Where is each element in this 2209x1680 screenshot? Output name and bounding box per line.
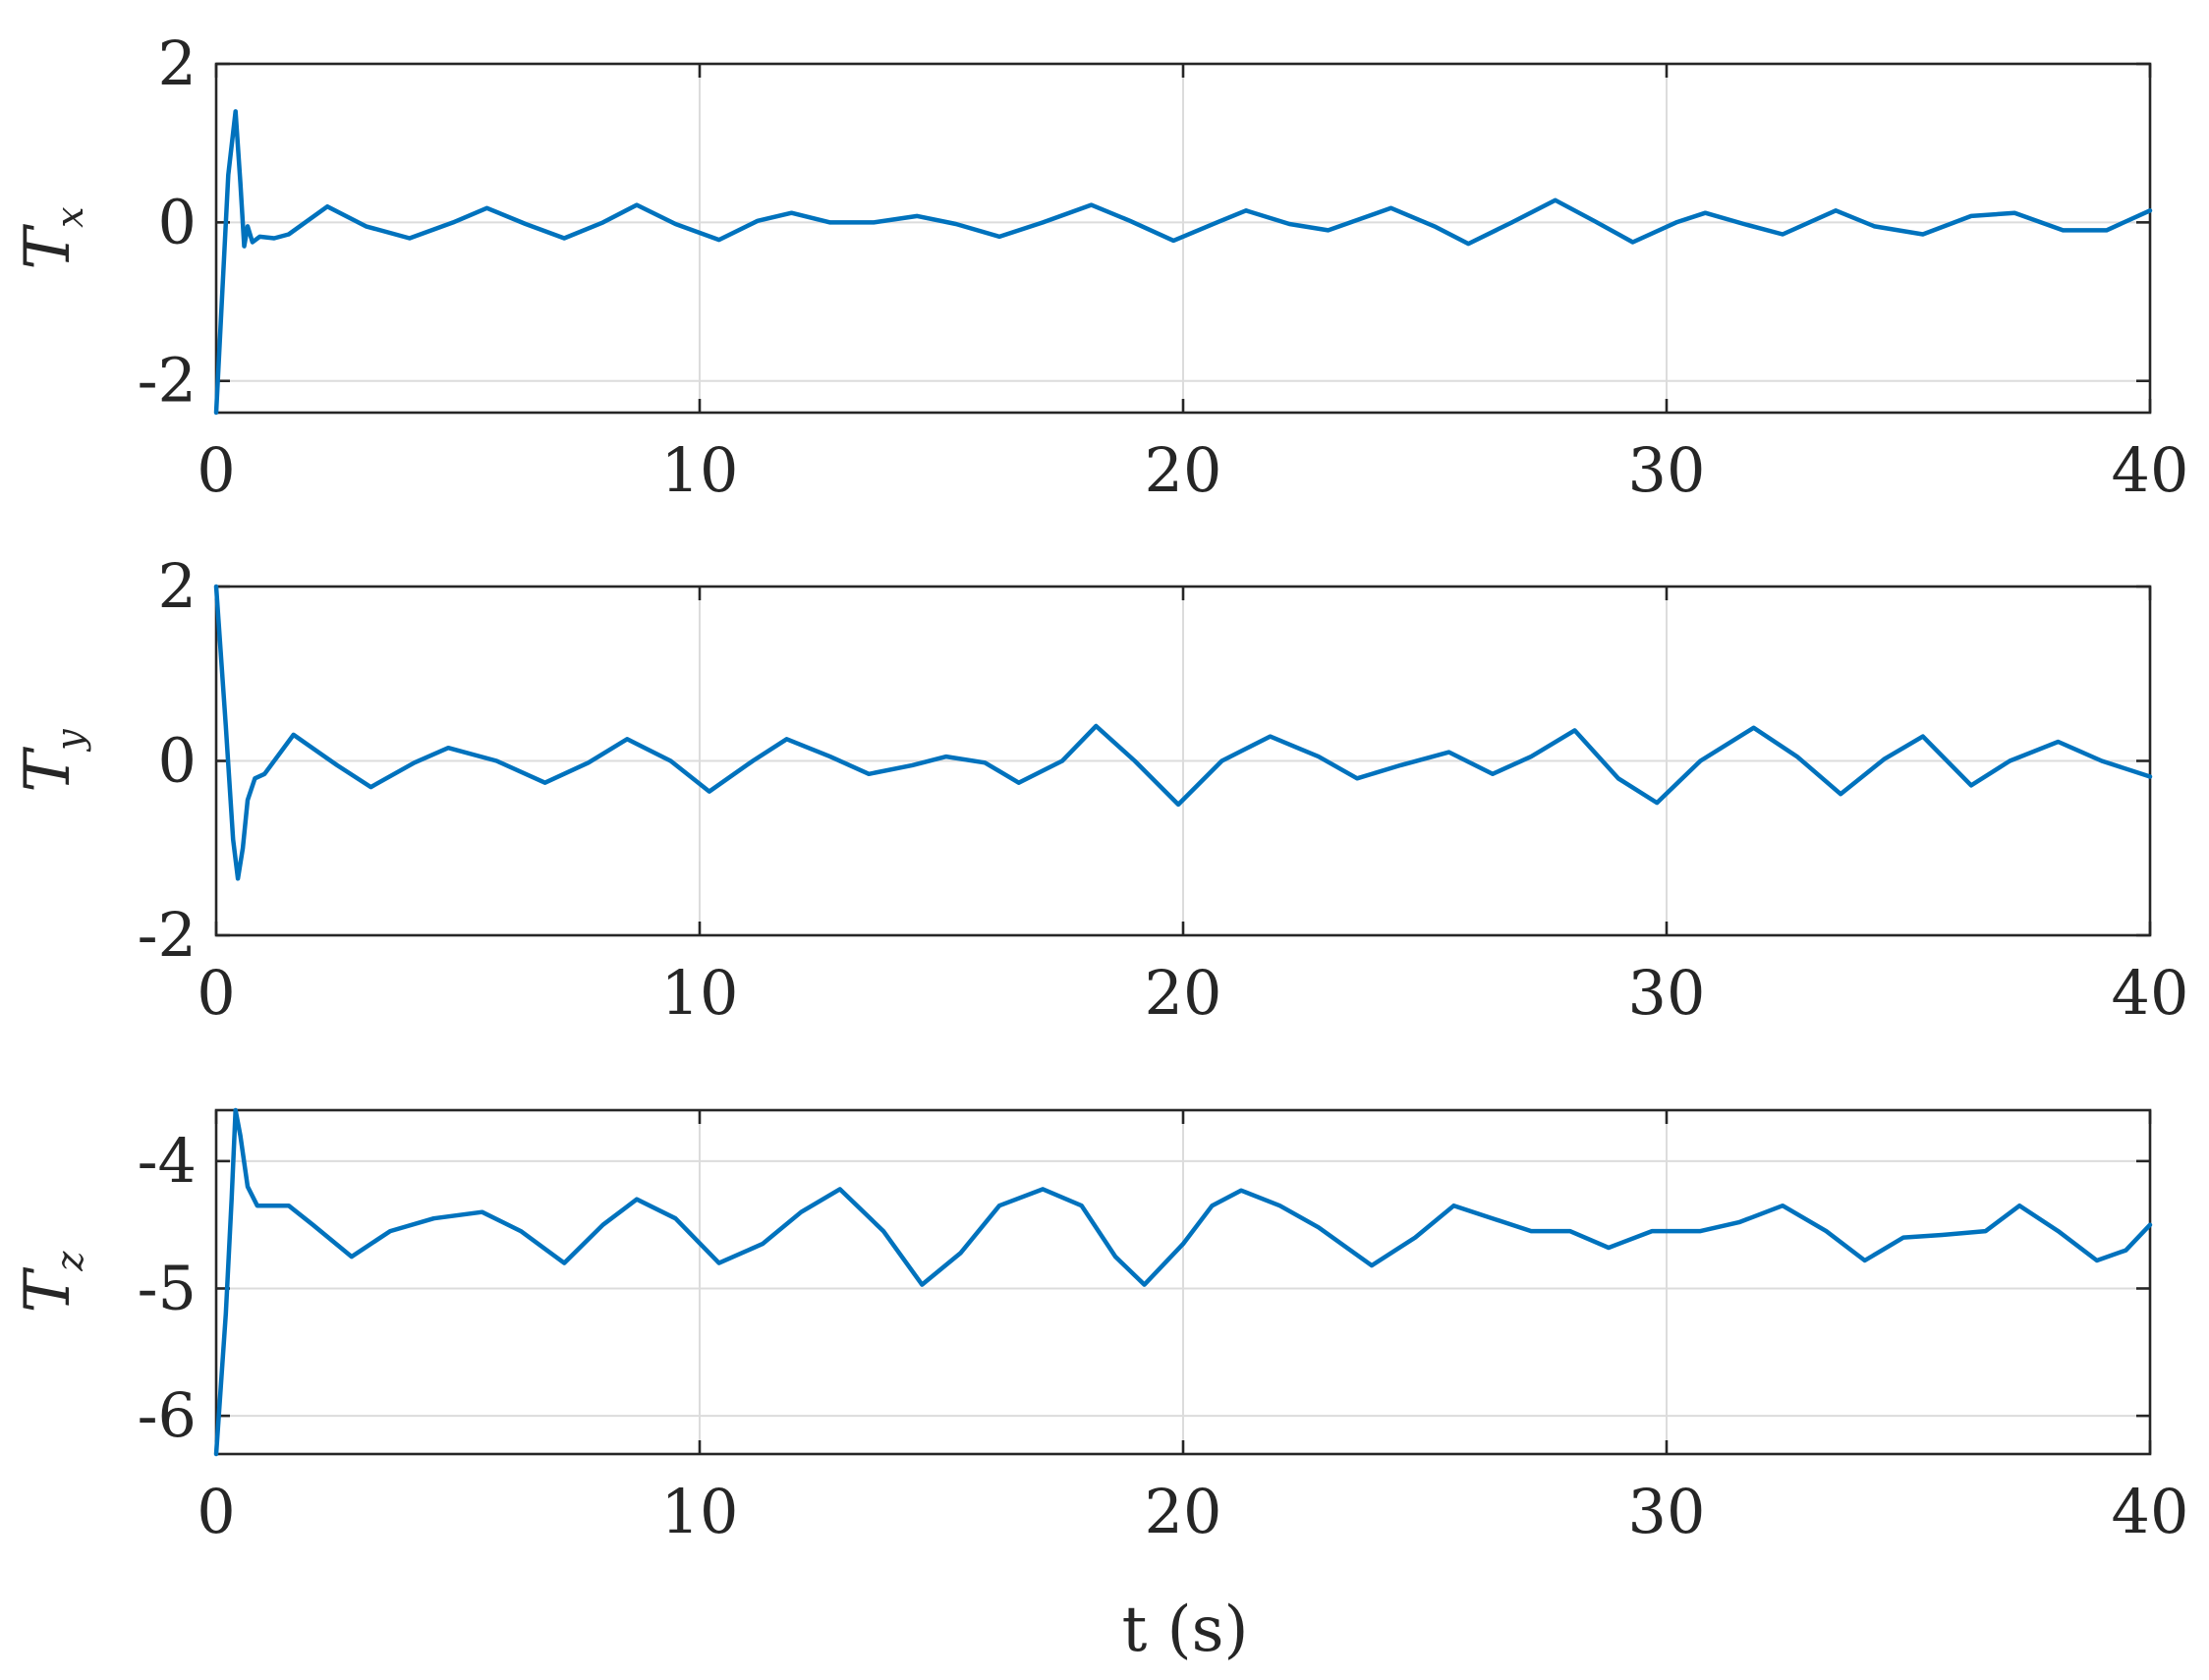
y-axis-label-ty: Ty (12, 729, 91, 793)
series-line-tz (213, 1107, 2153, 1457)
subplot-ty: 0 10 20 30 40-202 Ty (12, 550, 2188, 1029)
y-axis-label-main: T (12, 224, 85, 270)
y-axis-label-tz: Tz (12, 1251, 91, 1314)
y-tick-label: 2 (158, 550, 197, 622)
x-tick-label: 30 (1628, 1476, 1706, 1547)
series-line-ty (213, 584, 2153, 881)
x-tick-label: 30 (1628, 957, 1706, 1029)
y-tick-label: -4 (138, 1125, 197, 1197)
y-axis-label-main: T (12, 747, 85, 793)
y-axis-label-tx: Tx (12, 206, 91, 269)
y-tick-label: 0 (158, 186, 197, 257)
series-line-tx (213, 109, 2153, 416)
subplot-tz: 0 10 20 30 40 -6 -5 -4 Tz (12, 1107, 2189, 1547)
y-axis-label-main: T (12, 1266, 85, 1313)
y-axis-label-subscript: x (48, 206, 91, 227)
x-tick-label: 20 (1145, 1476, 1222, 1547)
x-tick-label: 0 (197, 1476, 235, 1547)
y-tick-label: -2 (138, 345, 197, 417)
x-tick-label: 40 (2112, 1476, 2189, 1547)
x-tick-label: 30 (1628, 434, 1706, 506)
y-axis-label-subscript: z (48, 1251, 91, 1272)
x-tick-label: 10 (661, 957, 739, 1029)
x-axis-label: t (s) (1122, 1594, 1249, 1666)
y-tick-label: -5 (138, 1252, 197, 1323)
y-axis-label-subscript: y (48, 729, 91, 753)
y-tick-label: -6 (138, 1379, 197, 1451)
y-tick-label: 2 (158, 28, 197, 99)
x-tick-label: 20 (1145, 957, 1222, 1029)
subplot-tx: 0 10 20 30 40-202 Tx (12, 28, 2188, 506)
x-tick-label: 20 (1145, 434, 1222, 506)
x-tick-label: 0 (197, 434, 235, 506)
y-tick-label: -2 (138, 899, 197, 971)
y-tick-label: 0 (158, 725, 197, 797)
x-tick-label: 40 (2112, 434, 2189, 506)
x-tick-label: 40 (2112, 957, 2189, 1029)
x-tick-label: 0 (197, 957, 235, 1029)
x-tick-label: 10 (661, 1476, 739, 1547)
x-tick-label: 10 (661, 434, 739, 506)
